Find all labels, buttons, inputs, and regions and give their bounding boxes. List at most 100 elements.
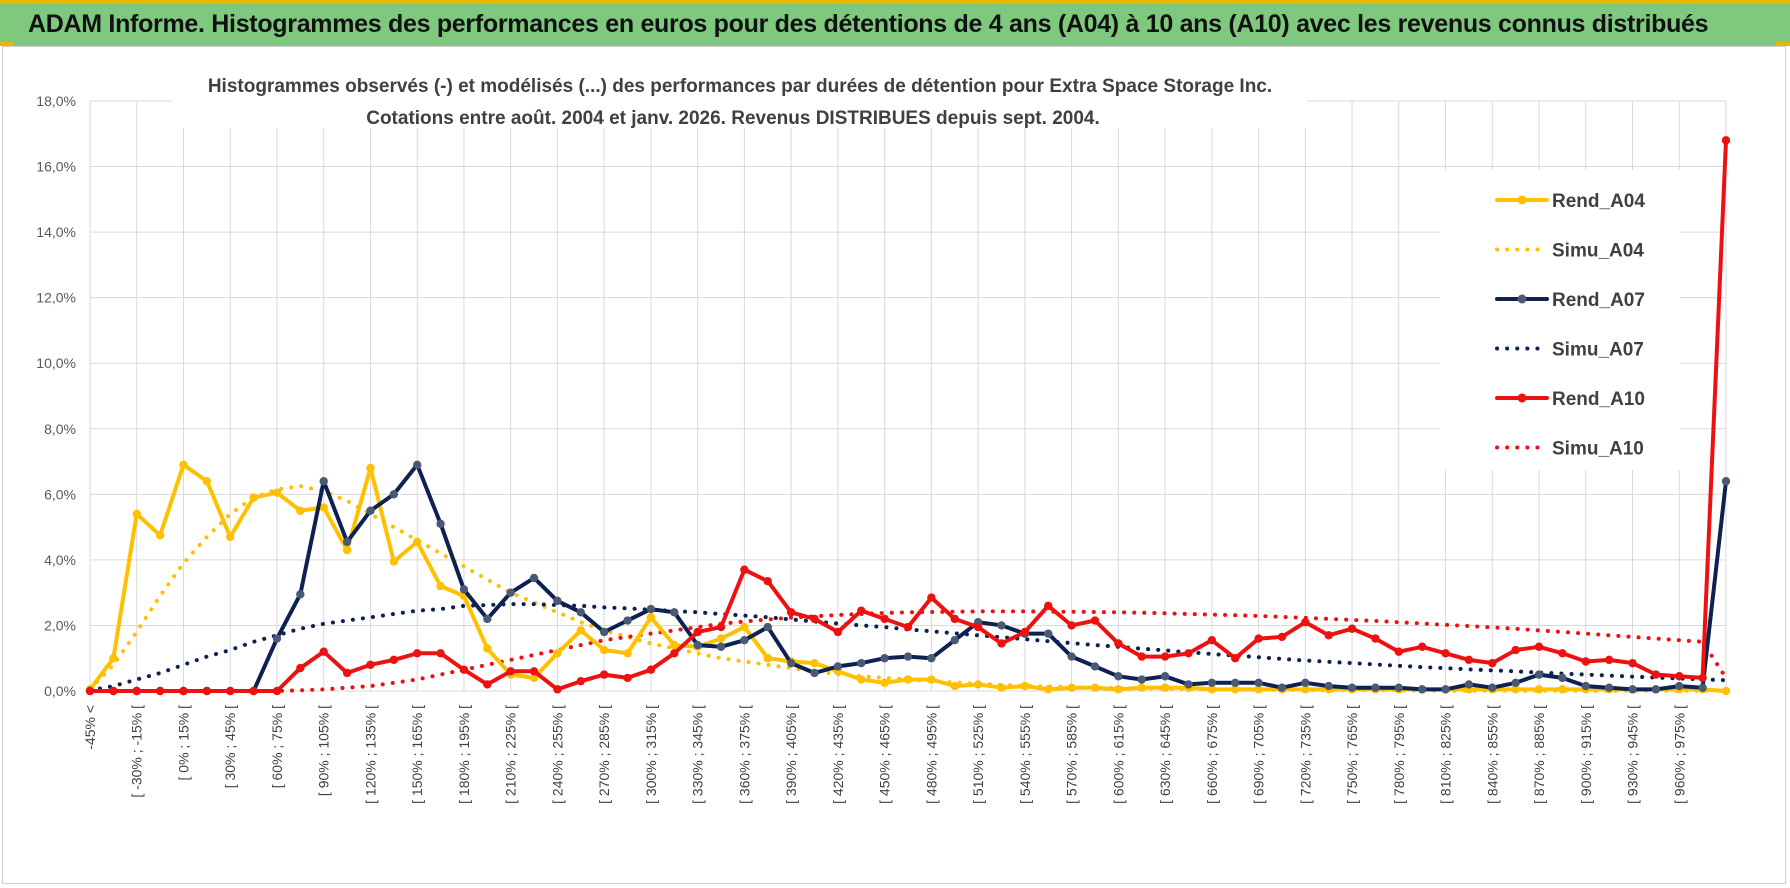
data-point xyxy=(226,686,235,696)
data-point xyxy=(1231,654,1240,663)
data-point xyxy=(1324,681,1333,691)
data-point xyxy=(529,573,539,583)
data-point xyxy=(1067,621,1076,630)
legend-marker xyxy=(1517,393,1527,403)
data-point xyxy=(763,622,772,632)
data-point xyxy=(1651,670,1661,679)
data-point xyxy=(1114,672,1123,681)
data-point xyxy=(1114,685,1123,694)
data-point xyxy=(1488,683,1497,692)
data-point xyxy=(1511,645,1520,655)
data-point xyxy=(226,532,235,542)
legend-backdrop xyxy=(1440,170,1680,470)
data-point xyxy=(623,649,632,658)
data-point xyxy=(646,665,656,674)
legend-label: Simu_A10 xyxy=(1552,439,1644,460)
data-point xyxy=(997,639,1006,648)
data-point xyxy=(506,588,515,597)
data-point xyxy=(202,686,212,696)
data-point xyxy=(272,488,282,497)
data-point xyxy=(833,662,843,671)
x-tick-label: [ 270% ; 285% [ xyxy=(596,705,612,804)
title-backdrop xyxy=(172,70,1307,128)
data-point xyxy=(1184,649,1193,658)
data-point xyxy=(599,645,609,655)
data-point xyxy=(529,667,539,676)
data-point xyxy=(459,665,469,674)
data-point xyxy=(623,673,632,683)
x-tick-label: [ 870% ; 885% [ xyxy=(1531,705,1547,804)
x-tick-label: [ -30% ; -15% [ xyxy=(129,705,145,798)
data-point xyxy=(1558,649,1567,658)
data-point xyxy=(553,596,562,606)
data-point xyxy=(1675,681,1684,691)
legend-label: Simu_A04 xyxy=(1552,241,1644,262)
data-point xyxy=(880,654,889,663)
series-lines xyxy=(85,136,1731,696)
data-point xyxy=(1347,624,1357,633)
data-point xyxy=(1511,678,1520,688)
data-point xyxy=(85,686,95,696)
data-point xyxy=(366,660,375,669)
corner-accent-left xyxy=(0,42,14,46)
data-point xyxy=(903,675,913,684)
x-tick-label: [ 30% ; 45% [ xyxy=(222,705,238,788)
x-tick-label: [ 360% ; 375% [ xyxy=(736,705,752,804)
data-point xyxy=(1207,685,1217,694)
data-point xyxy=(1417,642,1427,651)
data-point xyxy=(833,627,843,637)
data-point xyxy=(1651,685,1661,694)
data-point xyxy=(1090,662,1100,671)
data-point xyxy=(1347,683,1357,692)
legend-label: Rend_A07 xyxy=(1552,290,1645,311)
data-point xyxy=(927,654,936,663)
data-point xyxy=(1301,617,1310,627)
data-point xyxy=(1698,683,1707,692)
x-tick-label: [ 240% ; 255% [ xyxy=(549,705,565,804)
data-point xyxy=(459,585,469,594)
legend-marker xyxy=(1517,294,1527,304)
data-point xyxy=(413,460,422,470)
data-point xyxy=(716,622,726,632)
x-tick-label: [ 300% ; 315% [ xyxy=(643,705,659,804)
corner-accent-right xyxy=(1776,42,1790,46)
data-point xyxy=(506,667,515,676)
y-tick-label: 2,0% xyxy=(44,617,76,633)
data-point xyxy=(1207,678,1217,688)
data-point xyxy=(880,614,889,624)
data-point xyxy=(272,686,282,696)
data-point xyxy=(786,608,796,617)
data-point xyxy=(413,649,422,658)
data-point xyxy=(646,604,656,614)
data-point xyxy=(810,658,819,668)
data-point xyxy=(646,613,656,622)
data-point xyxy=(366,506,375,515)
data-point xyxy=(740,622,749,632)
data-point xyxy=(1067,652,1076,661)
data-point xyxy=(553,649,562,658)
data-point xyxy=(553,685,562,694)
data-point xyxy=(202,477,212,486)
report-title: ADAM Informe. Histogrammes des performan… xyxy=(28,10,1709,38)
data-point xyxy=(1371,683,1380,692)
data-point xyxy=(109,654,118,663)
data-point xyxy=(1628,685,1637,694)
data-point xyxy=(1394,683,1404,692)
data-point xyxy=(1160,683,1170,692)
data-point xyxy=(1020,627,1030,637)
y-tick-label: 16,0% xyxy=(36,159,76,175)
data-point xyxy=(1394,647,1404,656)
data-point xyxy=(693,640,702,650)
data-point xyxy=(296,590,305,599)
data-point xyxy=(179,686,188,696)
data-point xyxy=(1301,685,1310,694)
data-point xyxy=(1044,685,1053,694)
data-point xyxy=(1488,658,1497,668)
data-point xyxy=(950,614,959,624)
x-tick-label: [ 570% ; 585% [ xyxy=(1064,705,1080,804)
y-tick-label: 8,0% xyxy=(44,421,76,437)
data-point xyxy=(1277,632,1287,642)
data-point xyxy=(997,621,1006,630)
data-point xyxy=(1721,136,1731,145)
data-point xyxy=(1137,652,1146,661)
